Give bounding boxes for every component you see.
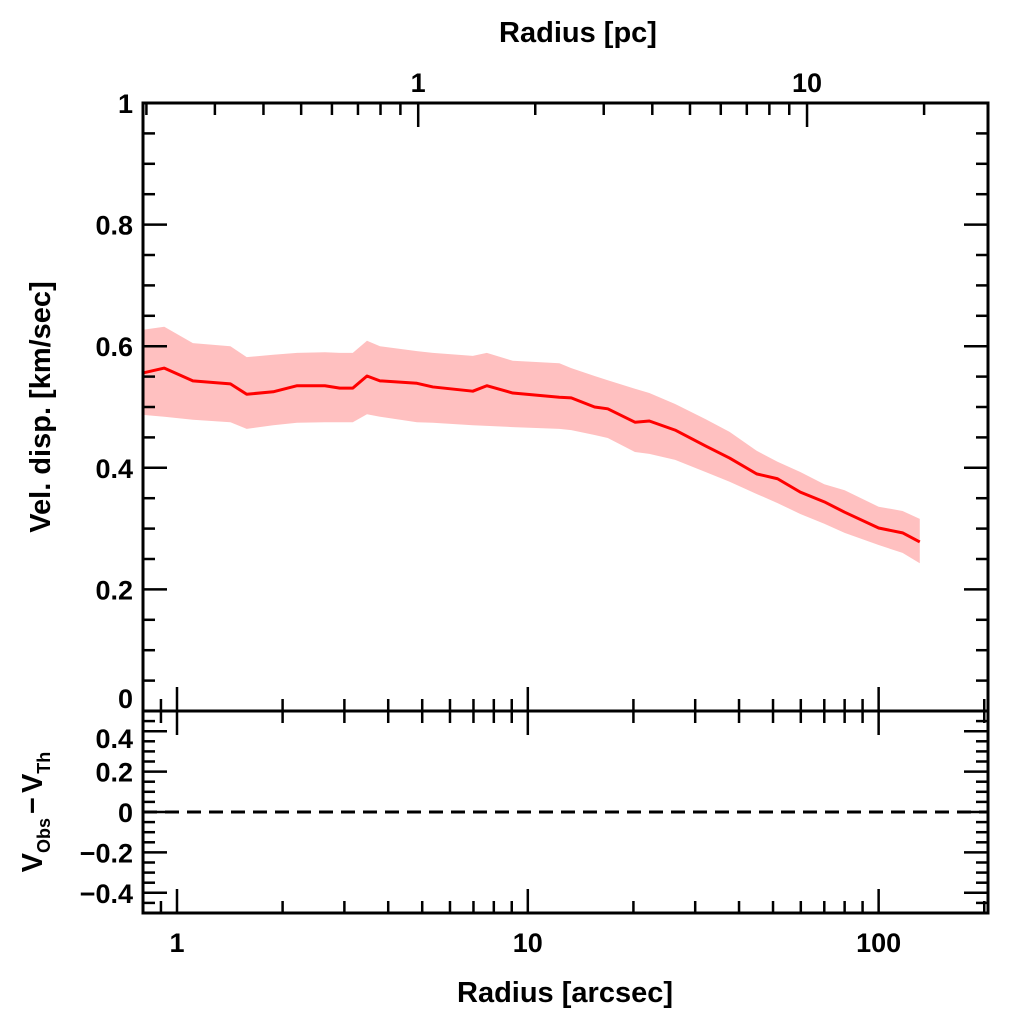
- y-tick-label: 0.8: [95, 211, 133, 241]
- top-x-tick-label: 10: [792, 68, 822, 98]
- residual-y-tick-label: 0: [118, 798, 133, 828]
- top-x-tick-label: 1: [411, 68, 426, 98]
- error-band: [143, 326, 920, 564]
- y-tick-label: 0.6: [95, 332, 133, 362]
- residual-y-tick-label: 0.4: [95, 724, 133, 754]
- y-tick-label: 0.2: [95, 575, 133, 605]
- y-axis-label: Vel. disp. [km/sec]: [25, 281, 57, 532]
- residual-y-tick-label: −0.2: [80, 838, 133, 868]
- x-tick-label: 100: [856, 928, 901, 958]
- residual-y-tick-label: 0.2: [95, 758, 133, 788]
- data-line-layer: [142, 366, 921, 544]
- x-tick-label: 1: [169, 928, 184, 958]
- residual-y-axis-label: VObs−VTh: [17, 752, 54, 873]
- y-tick-label: 0.4: [95, 454, 133, 484]
- top-x-axis-label: Radius [pc]: [499, 17, 657, 49]
- y-tick-label: 1: [118, 89, 133, 119]
- x-axis-label: Radius [arcsec]: [457, 977, 673, 1009]
- error-band-layer: [143, 326, 920, 564]
- data-line: [142, 366, 921, 544]
- axes-layer: 0 0.2 0.4 0.6 0.8 1 1 10 1 10 100 0.4 0.2 0 −0.2 −0.4: [80, 68, 990, 958]
- y-tick-label: 0: [118, 684, 133, 714]
- x-tick-label: 10: [513, 928, 543, 958]
- residual-y-tick-label: −0.4: [80, 879, 133, 909]
